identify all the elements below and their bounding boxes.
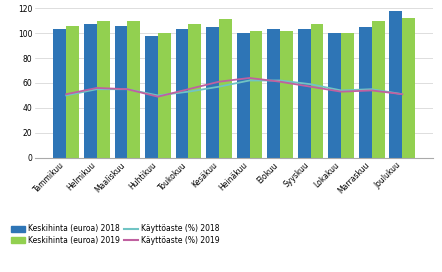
Bar xyxy=(97,21,110,158)
Bar xyxy=(311,24,324,158)
Bar xyxy=(237,33,250,158)
Bar xyxy=(250,31,263,158)
Bar xyxy=(188,24,201,158)
Legend: Keskihinta (euroa) 2018, Keskihinta (euroa) 2019, Käyttöaste (%) 2018, Käyttöast: Keskihinta (euroa) 2018, Keskihinta (eur… xyxy=(11,224,219,245)
Bar xyxy=(298,29,311,158)
Bar xyxy=(84,24,97,158)
Bar xyxy=(389,11,402,158)
Bar xyxy=(372,21,385,158)
Bar xyxy=(158,33,171,158)
Bar xyxy=(359,27,372,158)
Bar xyxy=(280,31,293,158)
Bar xyxy=(267,29,280,158)
Bar xyxy=(114,26,127,158)
Bar xyxy=(127,21,140,158)
Bar xyxy=(145,36,158,158)
Bar xyxy=(328,33,341,158)
Bar xyxy=(219,19,232,158)
Bar xyxy=(341,33,354,158)
Bar xyxy=(53,29,66,158)
Bar xyxy=(206,27,219,158)
Bar xyxy=(175,29,188,158)
Bar xyxy=(402,18,415,158)
Bar xyxy=(66,26,79,158)
